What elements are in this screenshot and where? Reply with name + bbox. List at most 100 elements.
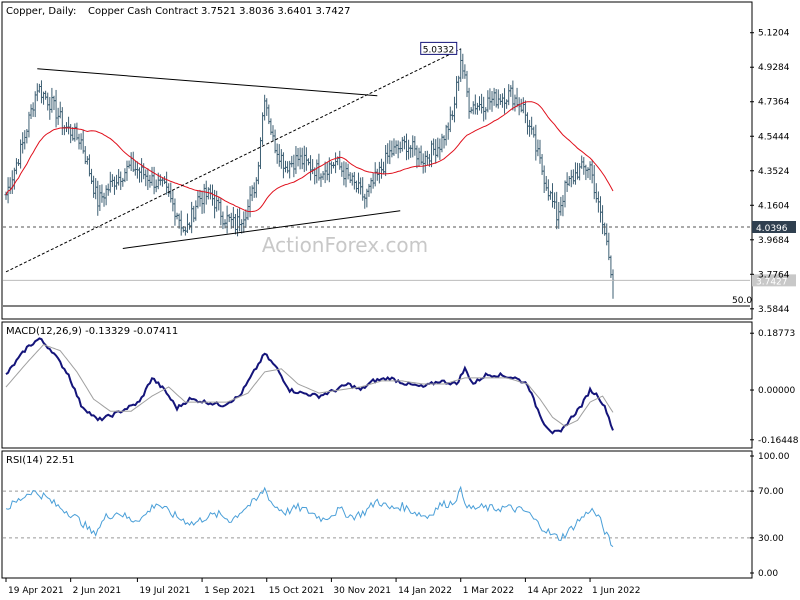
price-bar <box>467 87 471 119</box>
moving-average-line <box>5 101 614 213</box>
price-bar <box>265 98 269 116</box>
price-bar <box>315 159 319 184</box>
price-bar <box>238 207 242 232</box>
price-bar <box>498 94 502 105</box>
macd-line <box>5 337 614 435</box>
price-bar <box>590 159 594 184</box>
price-bar <box>379 158 383 179</box>
price-bar <box>273 129 277 154</box>
price-bar <box>444 124 448 146</box>
price-bar <box>534 124 538 161</box>
x-tick-label: 19 Apr 2021 <box>8 586 64 596</box>
fib-label: 50.0 <box>732 296 752 306</box>
price-bar <box>294 146 298 174</box>
price-bar <box>284 160 288 173</box>
price-bar <box>19 139 23 169</box>
rsi-line <box>5 485 614 548</box>
price-bar <box>115 174 119 190</box>
price-bar <box>340 162 344 177</box>
channel-trendline <box>5 48 461 273</box>
price-bar <box>384 144 388 177</box>
price-bar <box>52 95 56 111</box>
price-bar <box>175 212 179 220</box>
price-bar <box>160 177 164 187</box>
price-bar <box>246 199 250 221</box>
price-bar <box>404 133 408 161</box>
price-bar <box>611 269 615 299</box>
price-bar <box>578 163 582 181</box>
price-bar <box>507 84 511 106</box>
price-bar <box>382 161 386 175</box>
price-bar <box>279 149 283 169</box>
price-bar <box>196 190 200 209</box>
upper-trendline <box>37 68 378 97</box>
price-bar <box>304 147 308 171</box>
price-bar <box>342 161 346 186</box>
price-bar <box>521 97 525 114</box>
price-bar <box>60 107 64 136</box>
price-bar <box>417 147 421 167</box>
lower-trendline <box>122 210 401 249</box>
price-bar <box>167 183 171 197</box>
price-bar <box>488 88 492 110</box>
x-tick-label: 1 Mar 2022 <box>463 586 514 596</box>
x-tick-label: 1 Sep 2021 <box>204 586 255 596</box>
price-bar <box>100 184 104 203</box>
price-bar <box>208 184 212 200</box>
chart-instrument: Copper Cash Contract <box>88 6 198 17</box>
price-bar <box>129 152 133 172</box>
price-bar <box>482 96 486 122</box>
price-bar <box>298 147 302 170</box>
price-bar <box>133 160 137 176</box>
rsi-y-tick-label: 0.00 <box>758 569 778 579</box>
price-bar <box>350 172 354 186</box>
price-bar <box>525 112 529 135</box>
price-bar <box>423 150 427 173</box>
price-bar <box>306 158 310 166</box>
price-bar <box>17 159 21 166</box>
macd-panel-frame <box>1 321 753 449</box>
peak-label-box <box>420 41 458 55</box>
x-tick-label: 2 Jun 2021 <box>73 586 121 596</box>
price-y-tick-label: 4.1604 <box>758 201 790 211</box>
price-y-tick-label: 4.9284 <box>758 63 790 73</box>
price-bar <box>108 171 112 193</box>
price-bar <box>46 92 50 111</box>
price-bar <box>530 116 534 135</box>
macd-y-tick-label: 0.00000 <box>758 386 795 396</box>
rsi-y-tick-label: 100.00 <box>758 452 790 462</box>
price-bar <box>200 190 204 214</box>
price-bar <box>434 139 438 164</box>
price-y-tick-label: 4.5444 <box>758 132 790 142</box>
price-y-tick-label: 3.7764 <box>758 270 790 280</box>
level-tag: 3.7427 <box>752 274 796 287</box>
price-bar <box>486 90 490 113</box>
price-bar <box>221 211 225 230</box>
price-bar <box>478 96 482 111</box>
price-bar <box>509 85 513 97</box>
price-bar <box>192 205 196 223</box>
price-bar <box>37 83 41 93</box>
price-bar <box>551 183 555 208</box>
price-bar <box>150 166 154 186</box>
price-bar <box>352 171 356 190</box>
level-tag-bg <box>752 274 796 287</box>
price-bar <box>480 93 484 114</box>
price-bar <box>244 209 248 228</box>
price-bar <box>592 165 596 200</box>
price-bar <box>94 178 98 200</box>
price-bar <box>144 169 148 187</box>
price-bar <box>555 191 559 230</box>
price-bar <box>323 161 327 184</box>
price-bar <box>542 165 546 193</box>
price-bar <box>411 135 415 158</box>
price-y-tick-label: 4.3524 <box>758 167 790 177</box>
price-bar <box>465 70 469 98</box>
price-bar <box>492 87 496 106</box>
price-bar <box>371 173 375 189</box>
price-bar <box>146 168 150 190</box>
price-bar <box>217 197 221 211</box>
price-bar <box>102 192 106 207</box>
price-bar <box>432 138 436 156</box>
level-tag-bg <box>752 220 796 233</box>
